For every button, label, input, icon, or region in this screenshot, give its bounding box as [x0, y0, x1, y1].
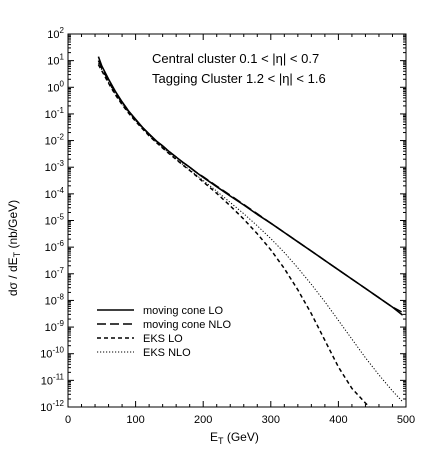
- plot-frame: [67, 33, 407, 408]
- y-tick-label: 10-5: [45, 213, 65, 228]
- x-tick-label: 0: [65, 414, 71, 426]
- y-tick-label: 100: [47, 79, 64, 94]
- y-tick-label-base: 10: [45, 322, 57, 334]
- y-tick-label-base: 10: [45, 242, 57, 254]
- axis-ticks: [67, 33, 407, 408]
- x-tick-labels: 0 100 200 300 400 500: [65, 414, 415, 426]
- y-tick-label-base: 10: [45, 162, 57, 174]
- y-tick-label-base: 10: [40, 349, 52, 361]
- legend-label: EKS NLO: [143, 347, 191, 359]
- y-tick-label-exponent: -10: [52, 346, 64, 355]
- y-tick-label-exponent: -2: [57, 133, 65, 142]
- y-tick-label: 10-6: [45, 239, 65, 254]
- y-tick-labels: 10210110010-110-210-310-410-510-610-710-…: [40, 26, 64, 414]
- y-tick-label-base: 10: [45, 136, 57, 148]
- x-tick-label: 100: [126, 414, 144, 426]
- y-tick-label-base: 10: [47, 82, 59, 94]
- y-tick-label: 101: [47, 53, 64, 68]
- y-tick-label-exponent: -4: [57, 186, 65, 195]
- data-curves: [97, 56, 404, 408]
- y-tick-label: 10-8: [45, 292, 65, 307]
- y-axis-title-sub: T: [12, 251, 22, 257]
- y-tick-label-base: 10: [45, 189, 57, 201]
- y-tick-label-exponent: -1: [57, 106, 65, 115]
- y-tick-label-base: 10: [45, 109, 57, 121]
- y-axis-title-main: dσ / dE: [6, 257, 20, 296]
- x-tick-label: 400: [329, 414, 347, 426]
- y-axis-title-unit: (nb/GeV): [6, 200, 20, 252]
- legend-label: moving cone LO: [143, 305, 224, 317]
- y-tick-label-exponent: -9: [57, 319, 65, 328]
- y-tick-label-exponent: 0: [60, 79, 65, 88]
- y-tick-label: 102: [47, 26, 64, 41]
- y-tick-label-base: 10: [40, 402, 52, 414]
- x-tick-label: 200: [194, 414, 212, 426]
- y-tick-label: 10-4: [45, 186, 65, 201]
- series-moving-cone-nlo: [97, 60, 403, 314]
- series-moving-cone-lo: [97, 56, 404, 316]
- x-tick-label: 300: [262, 414, 280, 426]
- y-tick-label-exponent: -6: [57, 239, 65, 248]
- y-tick-label-base: 10: [45, 216, 57, 228]
- y-tick-label: 10-9: [45, 319, 65, 334]
- series-eks-lo: [97, 64, 371, 408]
- y-tick-label-exponent: 1: [60, 53, 65, 62]
- y-tick-label-exponent: -7: [57, 266, 65, 275]
- x-axis-title: ET (GeV): [210, 430, 259, 446]
- y-tick-label: 10-2: [45, 133, 65, 148]
- y-tick-label: 10-1: [45, 106, 65, 121]
- y-tick-label: 10-3: [45, 159, 65, 174]
- annotation-tagging-cluster: Tagging Cluster 1.2 < |η| < 1.6: [152, 71, 326, 86]
- y-tick-label-exponent: -12: [52, 399, 64, 408]
- y-axis-title: dσ / dET (nb/GeV): [6, 200, 22, 296]
- y-tick-label-base: 10: [47, 56, 59, 68]
- legend-label: EKS LO: [143, 333, 183, 345]
- y-tick-label-exponent: -8: [57, 292, 65, 301]
- y-tick-label-base: 10: [45, 269, 57, 281]
- legend: moving cone LO moving cone NLO EKS LO EKS N…: [97, 305, 231, 359]
- y-tick-label-exponent: -5: [57, 213, 65, 222]
- y-tick-label: 10-7: [45, 266, 65, 281]
- y-tick-label: 10-11: [41, 372, 65, 387]
- y-tick-label-base: 10: [47, 29, 59, 41]
- y-tick-label-base: 10: [45, 295, 57, 307]
- x-axis-title-sub: T: [218, 436, 224, 446]
- legend-label: moving cone NLO: [143, 319, 231, 331]
- y-tick-label-exponent: -3: [57, 159, 65, 168]
- x-axis-title-unit: (GeV): [224, 430, 259, 444]
- y-tick-label-exponent: 2: [60, 26, 65, 35]
- annotation-central-cluster: Central cluster 0.1 < |η| < 0.7: [152, 51, 319, 66]
- x-tick-label: 500: [397, 414, 415, 426]
- y-tick-label-exponent: -11: [53, 372, 65, 381]
- y-tick-label: 10-10: [40, 346, 64, 361]
- y-tick-label-base: 10: [41, 375, 53, 387]
- y-tick-label: 10-12: [40, 399, 64, 414]
- x-axis-title-main: E: [210, 430, 218, 444]
